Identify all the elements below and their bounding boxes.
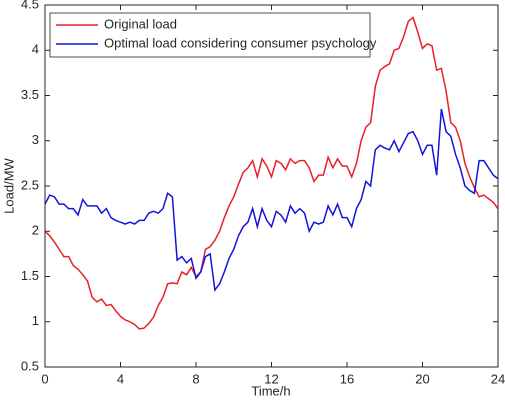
y-tick-label: 2 (32, 223, 39, 238)
legend-label: Original load (104, 16, 177, 31)
y-tick-label: 2.5 (21, 177, 39, 192)
plot-frame (44, 4, 499, 368)
x-tick-label: 12 (264, 371, 278, 386)
y-tick-label: 0.5 (21, 358, 39, 373)
x-tick-label: 20 (415, 371, 429, 386)
y-tick-label: 3 (32, 132, 39, 147)
x-tick-label: 8 (192, 371, 199, 386)
x-tick-label: 4 (117, 371, 124, 386)
legend-box (49, 12, 371, 58)
x-axis-label: Time/h (251, 383, 290, 398)
y-axis-label: Load/MW (1, 157, 16, 213)
y-tick-label: 3.5 (21, 87, 39, 102)
x-tick-label: 16 (340, 371, 354, 386)
legend-label: Optimal load considering consumer psycho… (104, 35, 377, 50)
y-tick-label: 1 (32, 313, 39, 328)
y-tick-label: 1.5 (21, 268, 39, 283)
series-line (44, 108, 499, 293)
x-tick-label: 24 (491, 371, 505, 386)
x-tick-label: 0 (41, 371, 48, 386)
y-tick-label: 4.5 (21, 0, 39, 11)
y-tick-label: 4 (32, 42, 39, 57)
series-line (44, 16, 499, 330)
